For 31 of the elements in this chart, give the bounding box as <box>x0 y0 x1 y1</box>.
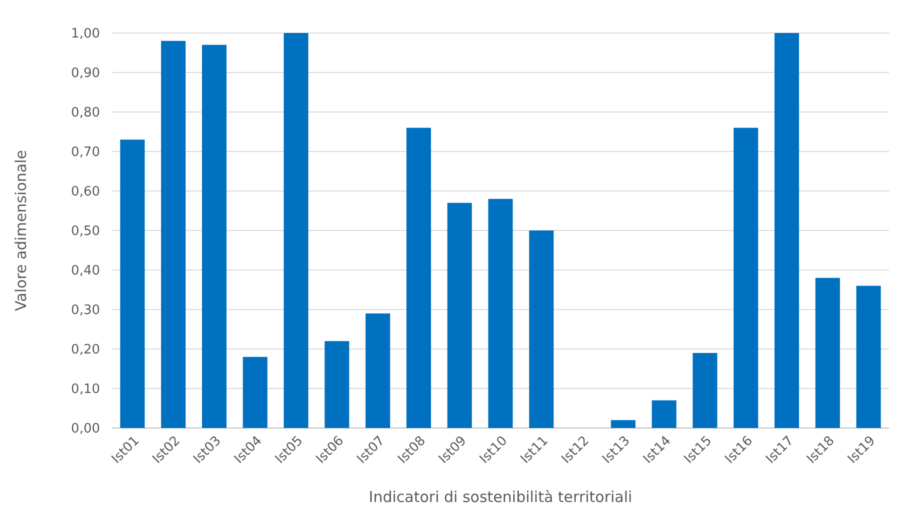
y-tick-label: 0,80 <box>71 106 100 121</box>
bar <box>488 198 513 428</box>
bar <box>161 40 186 428</box>
bar <box>815 278 840 428</box>
y-tick-label: 0,00 <box>71 422 100 437</box>
y-tick-label: 0,10 <box>71 382 100 398</box>
bar <box>406 128 431 428</box>
y-tick-label: 0,30 <box>71 303 100 318</box>
bar <box>856 286 881 428</box>
y-axis-title: Valore adimensionale <box>12 150 30 311</box>
x-axis-title: Indicatori di sostenibilità territoriali <box>368 488 632 506</box>
bar <box>692 352 718 428</box>
bar <box>202 44 227 428</box>
y-tick-label: 0,50 <box>71 224 100 240</box>
bar <box>734 128 758 428</box>
y-tick-label: 0,90 <box>71 66 100 82</box>
y-tick-label: 0,70 <box>71 145 100 160</box>
y-tick-label: 0,40 <box>71 264 100 279</box>
bar <box>529 230 554 428</box>
bar <box>610 420 636 428</box>
bar <box>652 400 676 428</box>
bar <box>324 341 350 428</box>
bar <box>242 356 268 428</box>
y-tick-label: 0,20 <box>71 342 100 358</box>
bar <box>284 33 308 428</box>
y-tick-label: 1,00 <box>71 26 100 42</box>
y-tick-label: 0,60 <box>71 184 100 200</box>
bar <box>120 140 145 428</box>
bar <box>774 33 800 428</box>
bar <box>447 202 472 428</box>
bar <box>366 313 390 428</box>
